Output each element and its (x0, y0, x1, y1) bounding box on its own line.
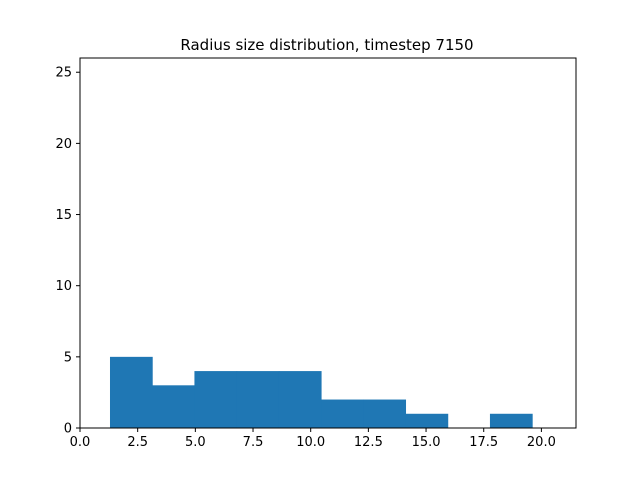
y-tick-label: 0 (64, 422, 72, 437)
x-tick-label: 7.5 (243, 435, 264, 450)
x-tick-label: 12.5 (354, 435, 383, 450)
y-tick-label: 10 (55, 279, 72, 294)
x-tick-label: 5.0 (185, 435, 206, 450)
y-tick-label: 20 (55, 137, 72, 152)
histogram-bar (236, 371, 280, 428)
y-tick-label: 25 (55, 66, 72, 81)
plot-frame (79, 57, 577, 429)
chart-title: Radius size distribution, timestep 7150 (180, 36, 473, 54)
histogram-bar (278, 371, 322, 428)
histogram-bar (405, 413, 449, 428)
x-axis: 0.0 2.5 5.0 7.5 10.0 12.5 15.0 17.5 20.0 (70, 428, 556, 450)
histogram-bar (109, 356, 153, 428)
x-tick-label: 2.5 (127, 435, 148, 450)
histogram-bar (194, 371, 238, 428)
x-tick-label: 0.0 (70, 435, 91, 450)
histogram-bar (152, 385, 195, 428)
y-axis: 0 5 10 15 20 25 (55, 66, 80, 437)
x-tick-label: 15.0 (412, 435, 441, 450)
x-tick-label: 17.5 (469, 435, 498, 450)
histogram-bar (321, 399, 364, 428)
x-tick-label: 20.0 (527, 435, 556, 450)
x-tick-label: 10.0 (296, 435, 325, 450)
histogram-bar (489, 413, 533, 428)
histogram-bar (363, 399, 407, 428)
y-tick-label: 5 (64, 350, 72, 365)
histogram-bars (109, 356, 533, 428)
y-tick-label: 15 (55, 208, 72, 223)
